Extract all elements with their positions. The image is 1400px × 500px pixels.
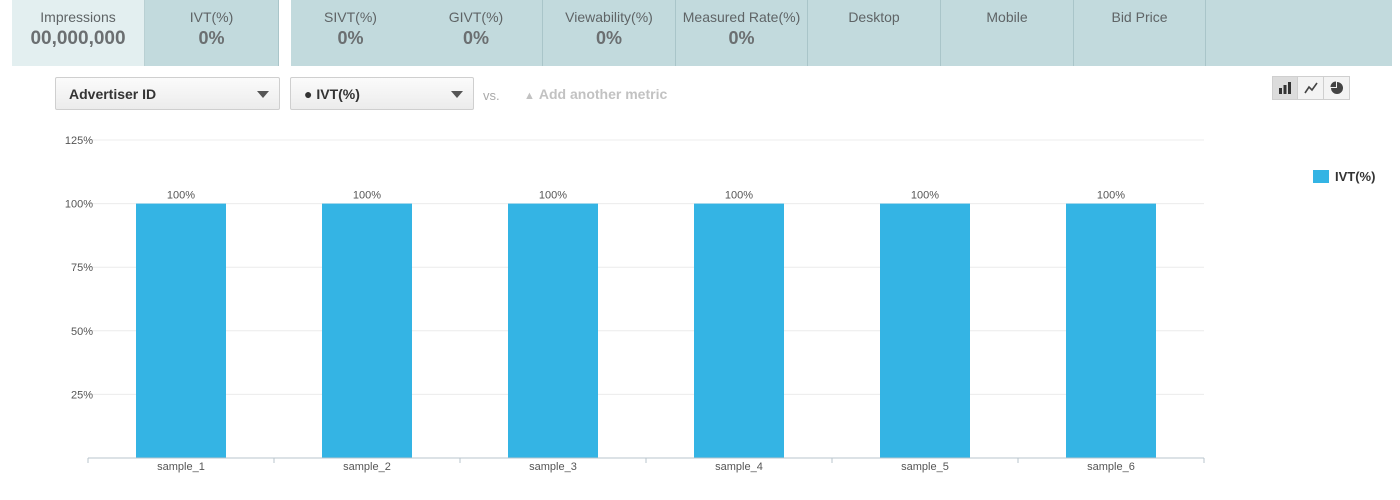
metric-select[interactable]: ● IVT(%)	[290, 77, 474, 110]
tab-bid-price[interactable]: Bid Price	[1074, 0, 1206, 66]
tab-label: Viewability(%)	[565, 9, 653, 25]
line-chart-icon	[1303, 82, 1318, 94]
tab-desktop[interactable]: Desktop	[808, 0, 941, 66]
bar-chart-icon	[1279, 82, 1291, 94]
tab-givt[interactable]: GIVT(%) 0%	[410, 0, 543, 66]
chevron-down-icon	[257, 91, 269, 98]
y-tick-label: 25%	[71, 389, 93, 401]
pie-chart-button[interactable]	[1324, 76, 1350, 100]
bar[interactable]	[322, 203, 412, 458]
x-axis: sample_1 sample_2 sample_3 sample_4 sample_5…	[87, 457, 1205, 473]
x-tick-label: sample_6	[1087, 461, 1135, 473]
tab-label: GIVT(%)	[448, 9, 504, 25]
metric-select-value: ● IVT(%)	[304, 86, 360, 102]
tab-label: Measured Rate(%)	[682, 9, 801, 25]
tab-measured-rate[interactable]: Measured Rate(%) 0%	[676, 0, 808, 66]
triangle-up-icon: ▲	[524, 90, 535, 102]
y-tick-label: 75%	[71, 262, 93, 274]
x-tick-label: sample_1	[157, 461, 205, 473]
chart-gridlines	[88, 139, 1204, 395]
metric-tab-bar: Impressions 00,000,000 IVT(%) 0% SIVT(%)…	[0, 0, 1400, 66]
add-metric-label: Add another metric	[538, 86, 668, 102]
chart-bars: 100% 100% 100% 100% 100% 100%	[136, 190, 1156, 458]
tab-value: 0%	[595, 28, 622, 48]
bar[interactable]	[694, 203, 784, 458]
x-tick-label: sample_5	[901, 461, 949, 473]
legend-label: IVT(%)	[1335, 169, 1376, 184]
tab-label: IVT(%)	[189, 9, 234, 25]
bar[interactable]	[136, 203, 226, 458]
tab-label: Bid Price	[1111, 9, 1168, 25]
bar-data-label: 100%	[539, 190, 567, 202]
chart-legend[interactable]: IVT(%)	[1313, 169, 1375, 184]
tab-impressions[interactable]: Impressions 00,000,000	[12, 0, 145, 66]
x-tick-label: sample_2	[343, 461, 391, 473]
y-tick-label: 125%	[65, 135, 93, 147]
bar-data-label: 100%	[353, 190, 381, 202]
tab-value: 0%	[198, 28, 225, 48]
y-tick-label: 100%	[65, 199, 93, 211]
chevron-down-icon	[451, 91, 463, 98]
pie-chart-icon	[1330, 81, 1343, 94]
bar-data-label: 100%	[167, 190, 195, 202]
tab-label: Impressions	[40, 9, 116, 25]
tab-mobile[interactable]: Mobile	[941, 0, 1074, 66]
y-axis-ticks: 25% 50% 75% 100% 125%	[65, 135, 93, 401]
dimension-select-value: Advertiser ID	[69, 86, 157, 102]
add-metric-link[interactable]: ▲ Add another metric	[524, 86, 667, 102]
tab-viewability[interactable]: Viewability(%) 0%	[543, 0, 676, 66]
bar-chart: 25%50%75%100%125% 100% 100% 100% 100% 100% 10…	[65, 135, 1205, 473]
tab-value: 0%	[728, 28, 755, 48]
bar-data-label: 100%	[911, 190, 939, 202]
vs-label: vs.	[483, 88, 500, 103]
x-tick-label: sample_3	[529, 461, 577, 473]
bar[interactable]	[1066, 203, 1156, 458]
x-tick-label: sample_4	[715, 461, 763, 473]
y-tick-label: 50%	[71, 326, 93, 338]
tab-value: 00,000,000	[30, 28, 126, 49]
tab-value: 0%	[337, 28, 364, 48]
tab-sivt[interactable]: SIVT(%) 0%	[279, 0, 411, 66]
tab-label: Desktop	[848, 9, 900, 25]
tab-label: Mobile	[986, 9, 1028, 25]
legend-swatch	[1313, 170, 1329, 183]
dimension-select[interactable]: Advertiser ID	[55, 77, 280, 110]
chart-type-toggle	[1272, 76, 1350, 100]
bar-data-label: 100%	[1097, 190, 1125, 202]
tab-value: 0%	[462, 28, 489, 48]
bar-data-label: 100%	[725, 190, 753, 202]
tab-label: SIVT(%)	[324, 9, 377, 25]
line-chart-button[interactable]	[1298, 76, 1324, 100]
tab-ivt[interactable]: IVT(%) 0%	[145, 0, 279, 66]
bar-chart-button[interactable]	[1272, 76, 1298, 100]
bar[interactable]	[508, 203, 598, 458]
bar[interactable]	[880, 203, 970, 458]
